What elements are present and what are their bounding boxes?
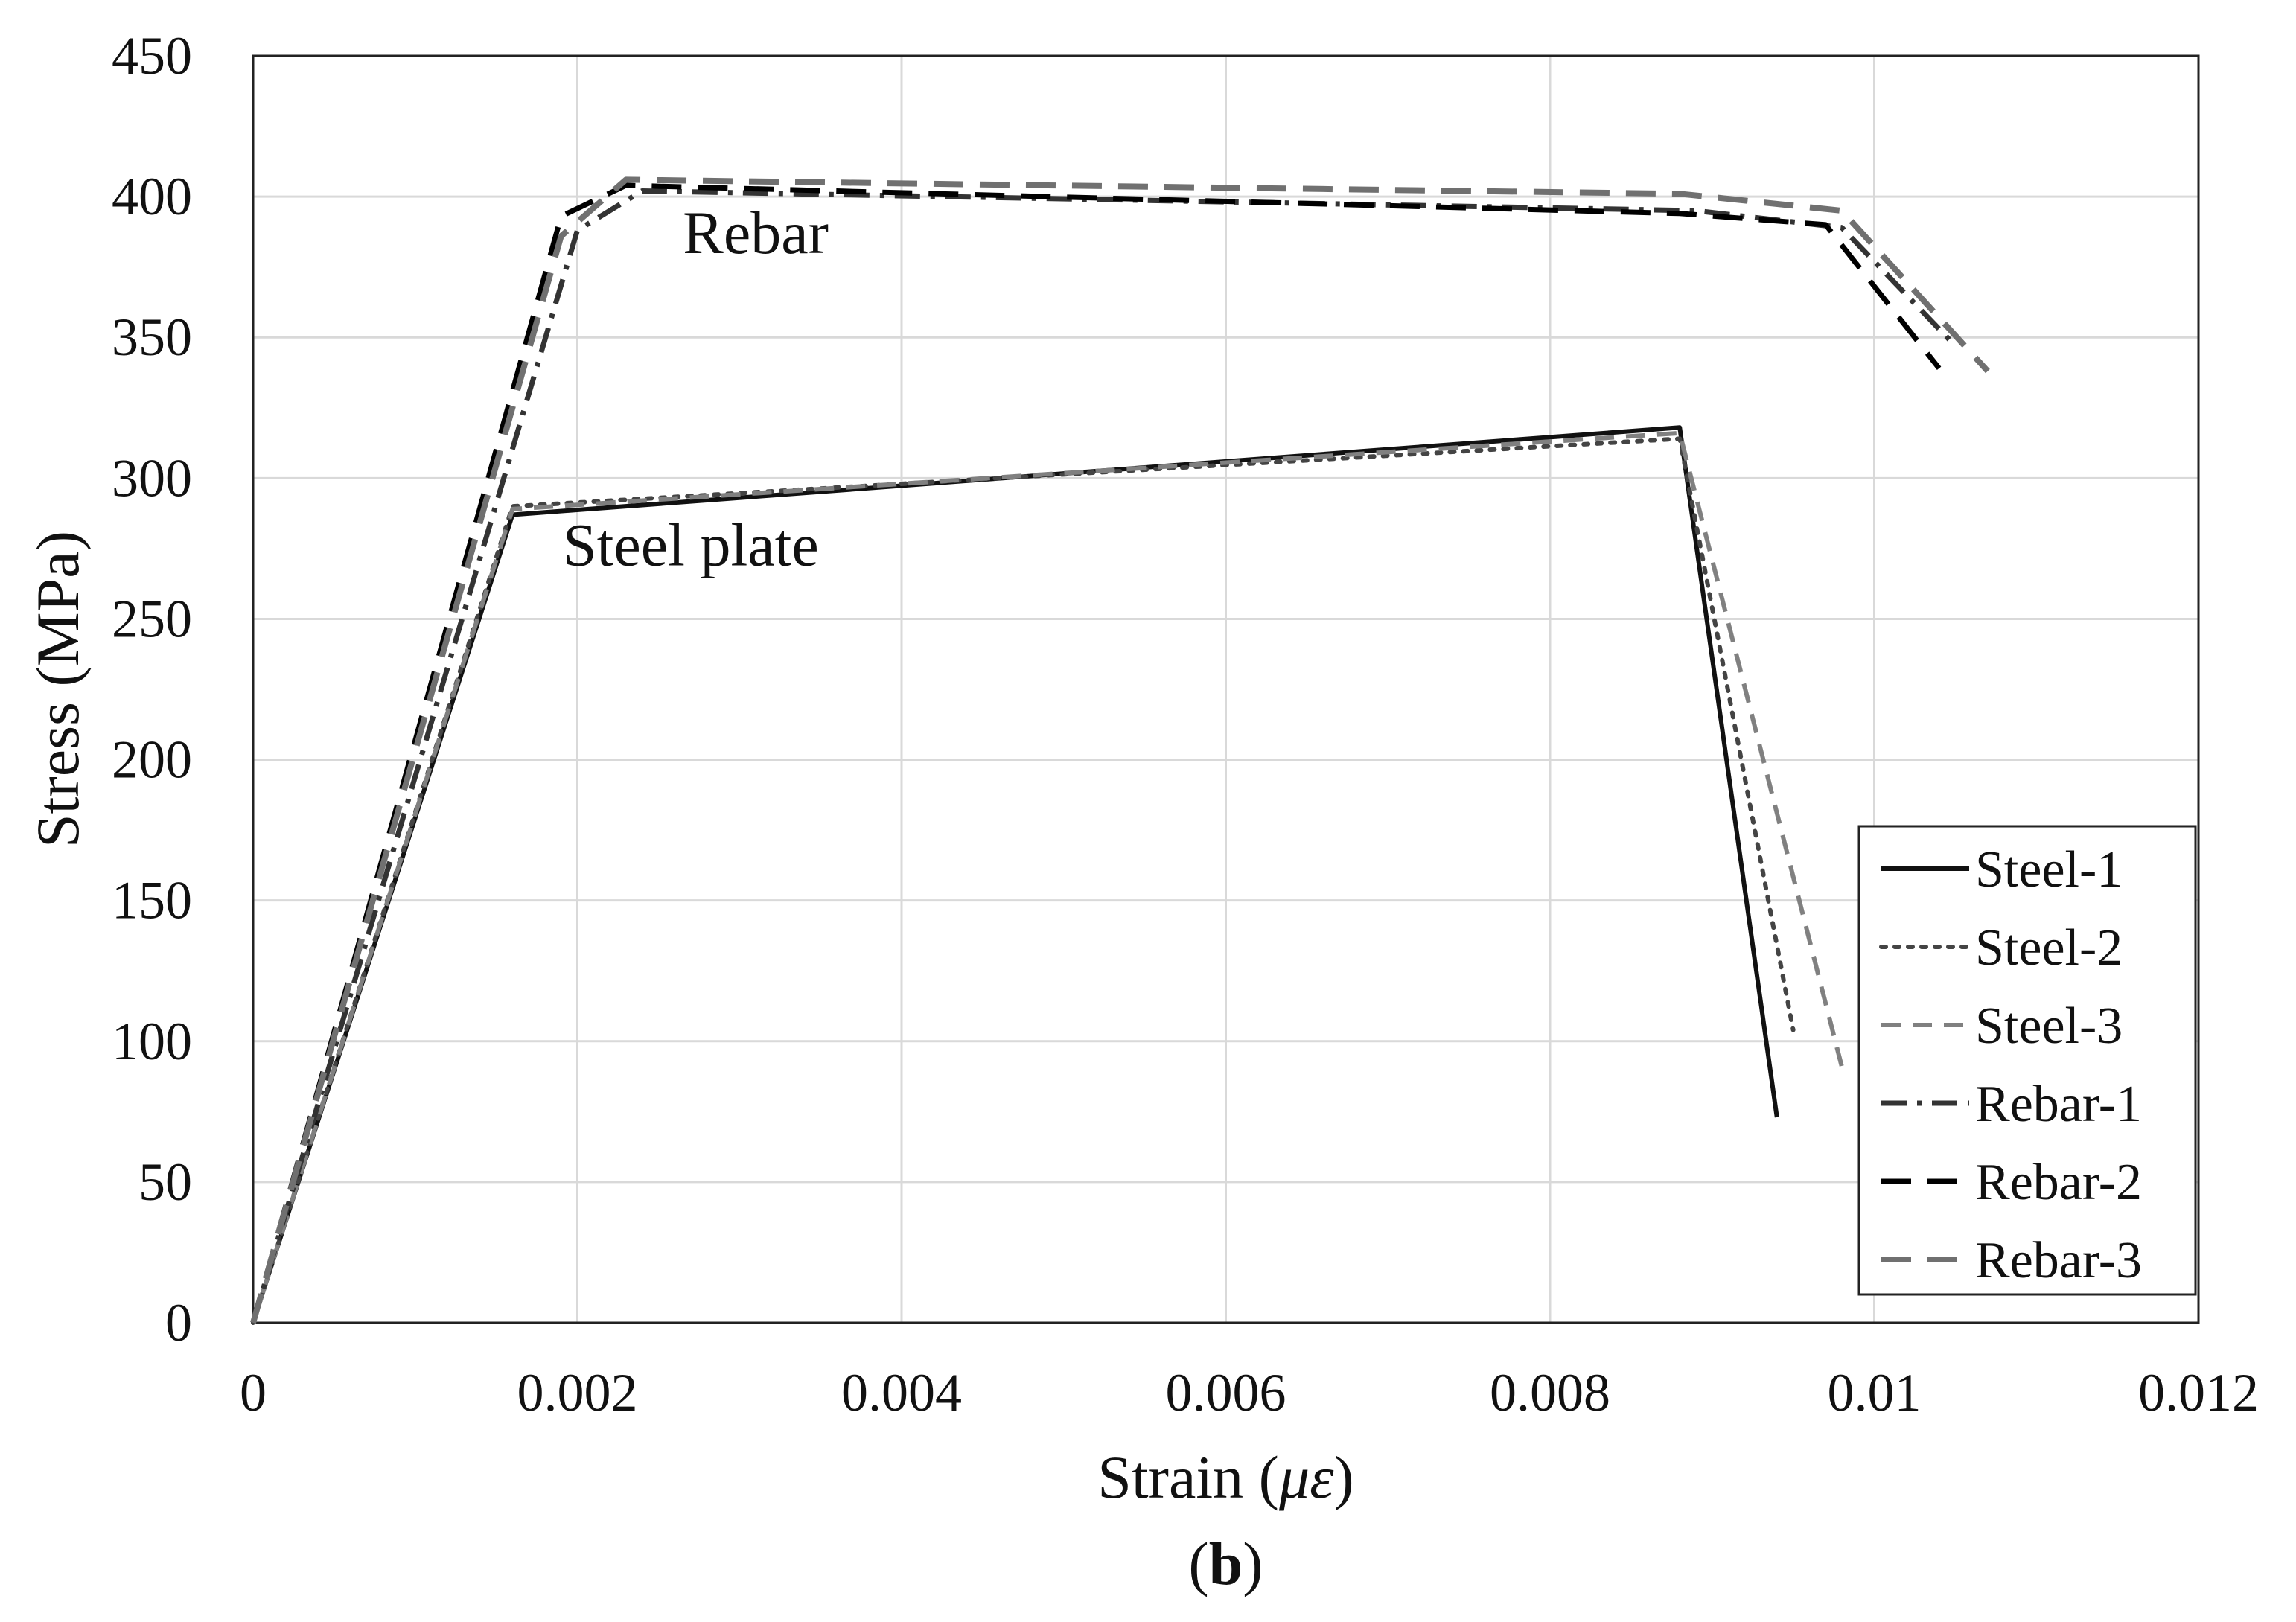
series-line-steel-1 [251,425,1779,1324]
annotation-steel-plate: Steel plate [563,511,819,579]
annotations: Rebar Steel plate [563,199,829,579]
series-line-steel-2 [251,436,1796,1325]
y-tick-label: 250 [112,589,192,648]
y-tick-label: 200 [112,730,192,790]
y-tick-label: 350 [112,307,192,367]
legend-label-steel-1: Steel-1 [1975,841,2123,898]
legend-label-steel-3: Steel-3 [1975,997,2123,1055]
legend-label-rebar-2: Rebar-2 [1975,1154,2142,1211]
x-tick-label: 0.002 [517,1363,638,1423]
series-line-rebar-2 [250,182,1942,1324]
x-axis-title: Strain (με) [1097,1443,1353,1511]
x-tick-label: 0.012 [2138,1363,2259,1423]
y-tick-label: 150 [112,871,192,930]
legend-box [1857,825,2197,1296]
x-tick-label: 0.008 [1490,1363,1610,1423]
legend-label-rebar-3: Rebar-3 [1975,1232,2142,1289]
legend-label-steel-2: Steel-2 [1975,919,2123,977]
y-tick-label: 0 [165,1293,192,1353]
x-tick-label: 0 [240,1363,267,1423]
y-tick-label: 100 [112,1012,192,1071]
series-line-steel-3 [251,430,1844,1324]
y-tick-label: 50 [138,1152,192,1212]
series-line-rebar-1 [250,188,1957,1324]
x-tick-label: 0.004 [841,1363,962,1423]
legend: Steel-1 Steel-2 Steel-3 Rebar-1 Rebar-2 Rebar… [1857,825,2197,1296]
legend-label-rebar-1: Rebar-1 [1975,1076,2142,1133]
y-axis-title: Stress (MPa) [24,531,92,848]
x-tick-label: 0.006 [1166,1363,1286,1423]
plot-frame [252,54,2200,1324]
panel-label: (b) [1188,1530,1263,1597]
series-line-rebar-3 [250,176,1990,1324]
x-tick-label: 0.01 [1828,1363,1922,1423]
y-tick-label: 450 [112,26,192,86]
y-tick-label: 400 [112,167,192,226]
annotation-rebar: Rebar [683,199,829,266]
series-lines [250,176,1990,1325]
tick-labels: 0 0.002 0.004 0.006 0.008 0.01 0.012 0 50 100 150 2… [112,26,2259,1423]
y-tick-label: 300 [112,448,192,508]
